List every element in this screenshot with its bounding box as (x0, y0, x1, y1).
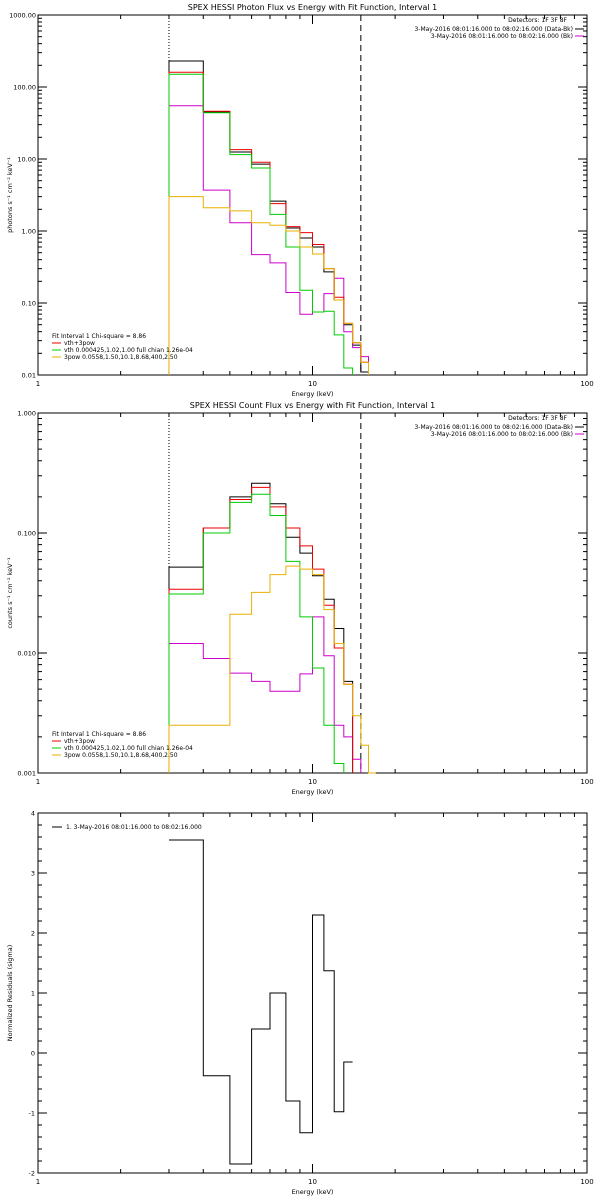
series-line-1 (169, 839, 353, 1165)
series-line-2 (168, 616, 362, 773)
x-tick-label: 100 (580, 380, 593, 388)
x-tick-label: 1 (36, 778, 40, 786)
x-tick-label: 100 (580, 778, 593, 786)
legend-entry: vth+3pow (64, 340, 95, 347)
y-tick-label: 10.00 (17, 156, 36, 164)
series-line-1 (168, 60, 369, 375)
series-line-5 (168, 196, 369, 375)
series-line-1 (168, 482, 354, 773)
y-tick-label: 0.01 (22, 372, 36, 380)
y-tick-label: 2 (31, 930, 35, 938)
header-legend-entry: 3-May-2016 08:01:16.000 to 08:02:16.000 … (414, 26, 573, 33)
chart-panel-2: 1 10 100 0.001 0.010 0.100 1.000 SPEX HESSI Cou… (6, 401, 594, 796)
y-tick-label: 1.000 (17, 410, 36, 418)
y-axis-label: counts s⁻¹ cm⁻² keV⁻¹ (6, 557, 14, 629)
detectors-label: Detectors: 1F 3F 8F (508, 17, 567, 24)
x-tick-label: 100 (580, 1178, 593, 1186)
y-axis-label: Normalized Residuals (sigma) (6, 945, 14, 1042)
y-tick-label: 0.001 (17, 770, 36, 778)
chart-title: SPEX HESSI Count Flux vs Energy with Fit… (190, 401, 435, 410)
y-tick-label: 100.00 (13, 84, 36, 92)
series-line-4 (168, 493, 345, 773)
legend-title: Fit Interval 1 Chi-square = 8.86 (52, 731, 146, 738)
y-tick-label: 0 (31, 1050, 35, 1058)
legend-entry: vth+3pow (64, 738, 95, 745)
series-line-5 (168, 565, 376, 774)
legend-entry: 3pow 0.0558,1.50,10.1,8.68,400,2.50 (64, 752, 178, 759)
plot-frame (37, 14, 588, 376)
y-tick-label: 0.100 (17, 530, 36, 538)
chart-panel-1: 1 10 100 0.01 0.10 1.00 10.00 100.00 1000.00 SPEX… (6, 3, 594, 398)
x-tick-label: 10 (308, 380, 317, 388)
header-legend-entry: 3-May-2016 08:01:16.000 to 08:02:16.000 … (431, 431, 573, 438)
legend-entry: 1. 3-May-2016 08:01:16.000 to 08:02:16.0… (66, 824, 202, 831)
header-legend-entry: 3-May-2016 08:01:16.000 to 08:02:16.000 … (414, 424, 573, 431)
y-tick-label: 4 (31, 810, 35, 818)
x-tick-label: 10 (308, 1178, 317, 1186)
x-axis-label: Energy (keV) (292, 390, 334, 398)
y-tick-label: 0.10 (22, 300, 36, 308)
y-tick-label: 1000.00 (9, 12, 36, 20)
x-tick-label: 1 (36, 380, 40, 388)
header-legend-entry: 3-May-2016 08:01:16.000 to 08:02:16.000 … (431, 33, 573, 40)
x-tick-label: 10 (308, 778, 317, 786)
y-tick-label: -1 (29, 1110, 35, 1118)
y-tick-label: 1.00 (22, 228, 36, 236)
y-tick-label: 1 (31, 990, 35, 998)
series-line-3 (168, 71, 369, 375)
x-tick-label: 1 (36, 1178, 40, 1186)
series-line-3 (168, 486, 354, 773)
y-tick-label: -2 (29, 1170, 35, 1178)
y-tick-label: 3 (31, 870, 35, 878)
plot-frame (37, 412, 588, 774)
legend-entry: vth 0.000425,1.02,1.00 full chian 1.26e-… (64, 745, 193, 752)
y-axis-label: photons s⁻¹ cm⁻² keV⁻¹ (6, 157, 14, 233)
chart-title: SPEX HESSI Photon Flux vs Energy with Fi… (188, 3, 438, 12)
chart-panel-3: 1 10 100 -2 -1 0 1 2 3 4 Energy (keV) Normalized Re… (6, 810, 594, 1197)
legend-entry: 3pow 0.0558,1.50,10.1,8.68,400,2.50 (64, 354, 178, 361)
x-axis-label: Energy (keV) (292, 788, 334, 796)
detectors-label: Detectors: 1F 3F 8F (508, 415, 567, 422)
legend-title: Fit Interval 1 Chi-square = 8.86 (52, 333, 146, 340)
legend-entry: vth 0.000425,1.02,1.00 full chian 1.26e-… (64, 347, 193, 354)
series-line-4 (168, 73, 354, 375)
y-tick-label: 0.010 (17, 650, 36, 658)
x-axis-label: Energy (keV) (292, 1188, 334, 1196)
